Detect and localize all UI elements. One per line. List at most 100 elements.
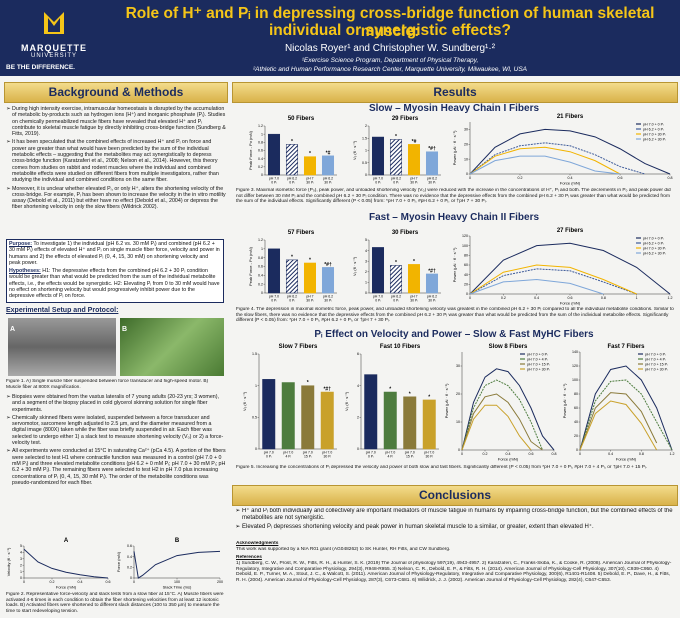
y-tick-label: 2 [20,563,22,567]
bullets: During high intensity exercise, intramus… [4,106,226,238]
annotation: * [309,151,311,157]
y-tick-label: 2 [365,124,367,128]
y-tick-label: 1.5 [362,136,367,140]
bullet: Biopsies were obtained from the vastus l… [12,394,226,413]
x-tick-label: pH 7.0 [424,451,434,455]
y-tick-label: 0 [365,291,367,295]
x-tick-label: pH 7 [306,295,313,299]
text: To investigate 1) the individual (pH 6.2… [9,241,220,266]
chart-title: 29 Fibers [392,116,419,122]
bar [389,265,403,294]
x-tick-label: 0.4 [506,452,511,456]
x-tick-label: 0.8 [668,176,673,180]
y-tick-label: 80 [464,254,468,258]
label: Purpose: [9,241,32,247]
legend-label: pH 7.0 + 30 Pᵢ [643,132,666,136]
y-tick-label: 20 [456,392,460,396]
legend-label: pH 7.0 + 4 Pᵢ [527,357,548,361]
section-heading: Results [232,82,678,103]
x-tick-label: 100 [174,580,180,584]
series-line [461,368,555,451]
x-tick-label: 0 [469,296,471,300]
bar [371,247,385,294]
list: Biopsies were obtained from the vastus l… [4,394,226,486]
hypotheses: Hypotheses: H1: The depressive effects f… [9,268,221,299]
x-tick-label: 0.2 [50,580,55,584]
legend-label: pH 7.0 + 15 Pᵢ [645,362,668,366]
x-tick-label: 0.4 [568,176,573,180]
logo-mark [44,12,64,34]
subheading: Acknowledgments [236,541,279,546]
label: Hypotheses: [9,268,41,275]
x-tick-label: 0.4 [534,296,539,300]
x-tick-label: 4 Pᵢ [285,455,291,459]
series-line [469,142,646,175]
title: Role of H⁺ and Pᵢ in depressing cross-br… [125,5,655,40]
x-tick-label: pH 7.0 [264,451,274,455]
annotation: * [395,260,397,266]
y-tick-label: 0 [466,172,468,176]
chart-title: 50 Fibers [288,116,315,122]
annotation: * [413,259,415,265]
bar [371,136,385,176]
x-tick-label: 0.8 [601,296,606,300]
y-axis-label: V₀ (fl · s⁻¹) [352,256,357,276]
bar [383,391,397,450]
legend-label: pH 7.0 + 30 Pᵢ [527,367,550,371]
series-line [579,400,658,451]
y-axis-label: Peak Force - Po (mN) [248,246,253,286]
y-tick-label: 1.2 [258,238,263,242]
annotation: * [307,380,309,386]
y-axis-label: Power (µN · fl · s⁻¹) [452,247,457,283]
y-tick-label: 0 [576,448,578,452]
bar [301,385,315,450]
purpose: Purpose: To investigate 1) the individua… [9,241,221,266]
x-tick-label: pH 7 [410,295,417,299]
y-tick-label: 0.8 [258,141,263,145]
chart-title: Fast 7 Fibers [607,344,645,350]
bar [262,379,276,450]
y-tick-label: 0.4 [127,555,132,559]
x-tick-label: 0 Pᵢ [375,299,381,303]
x-tick-label: pH 7.0 [322,451,332,455]
bar [425,273,439,294]
bar [407,144,421,176]
bullet: During high intensity exercise, intramus… [12,106,226,137]
bar [267,133,281,176]
legend-label: pH 6.2 + 30 Pᵢ [643,137,666,141]
y-tick-label: 4 [357,384,359,388]
y-tick-label: 1 [261,247,263,251]
legend-label: pH 7.0 + 0 Pᵢ [643,122,664,126]
annotation: *#† [324,262,332,268]
chart: Slow 7 Fibers V₀ (fl · s⁻¹) 0 0.5 1 1.5 pH 7.0… [242,344,337,459]
caption: Figure 3. Maximal isometric force (P₀), … [236,188,671,205]
y-tick-label: 0 [458,448,460,452]
chart-title: Fast 10 Fibers [380,344,421,350]
y-tick-label: 5 [365,238,367,242]
bar [321,155,335,176]
x-tick-label: 200 [217,580,223,584]
y-axis-label: V₀ (fl · s⁻¹) [242,391,247,411]
x-tick-label: 30 Pᵢ [428,299,436,303]
y-tick-label: 10 [456,420,460,424]
legend-label: pH 7.0 + 0 Pᵢ [645,352,666,356]
series-line [469,278,604,295]
bullets: Biopsies were obtained from the vastus l… [4,394,226,536]
x-tick-label: 0 Pᵢ [393,299,399,303]
chart: A Velocity (fl · s⁻¹) 0 1 2 3 4 5 0 0.2 0.4 0.6 Forc… [6,538,111,590]
x-tick-label: 0 [133,580,135,584]
panel-label: B [122,326,128,333]
legend-label: pH 6.2 + 30 Pᵢ [643,251,666,255]
series-line [579,365,673,451]
x-tick-label: 30 Pᵢ [324,181,332,185]
y-axis-label: Power (µN · fl · s⁻¹) [444,383,449,419]
x-tick-label: 30 Pᵢ [306,181,314,185]
series-line [469,155,621,175]
y-tick-label: 0 [466,292,468,296]
series-line [469,242,671,295]
chart-title: B [175,538,180,544]
x-tick-label: pH 7.0 [373,177,383,181]
chart: 50 Fibers Peak Force - Po (mN) 0 0.2 0.4 0.6 0… [248,116,337,185]
bullet: Elevated Pᵢ depresses shortening velocit… [242,524,674,531]
x-axis-label: Force (mN) [498,457,519,462]
